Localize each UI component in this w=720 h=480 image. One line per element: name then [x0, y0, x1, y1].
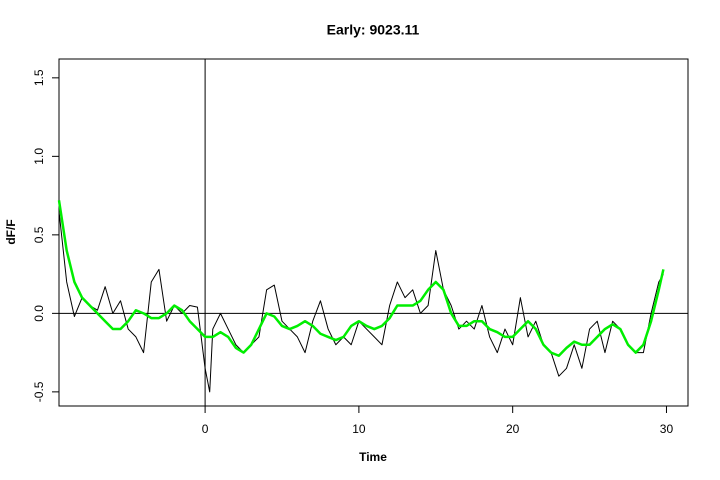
y-tick-label: 0.5 [32, 226, 46, 243]
x-tick-label: 10 [352, 422, 366, 436]
plot-frame [58, 58, 689, 407]
x-tick-label: 0 [202, 422, 209, 436]
data-line [57, 200, 665, 358]
y-axis-title: dF/F [4, 219, 18, 244]
x-axis-title: Time [359, 450, 387, 464]
data-line [58, 211, 664, 393]
chart-title: Early: 9023.11 [327, 22, 420, 38]
x-tick-label: 30 [660, 422, 674, 436]
y-tick-label: 1.5 [32, 69, 46, 86]
y-tick-label: 1.0 [32, 148, 46, 165]
y-tick-label: 0.0 [32, 305, 46, 322]
x-tick-label: 20 [506, 422, 520, 436]
y-tick-label: -0.5 [32, 381, 46, 402]
